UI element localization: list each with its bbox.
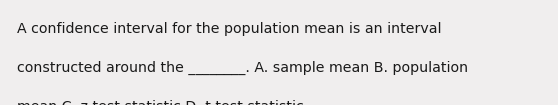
Text: mean C. z test statistic D. t test statistic: mean C. z test statistic D. t test stati… bbox=[17, 100, 304, 105]
Text: A confidence interval for the population mean is an interval: A confidence interval for the population… bbox=[17, 22, 441, 36]
Text: constructed around the ________. A. sample mean B. population: constructed around the ________. A. samp… bbox=[17, 61, 468, 75]
